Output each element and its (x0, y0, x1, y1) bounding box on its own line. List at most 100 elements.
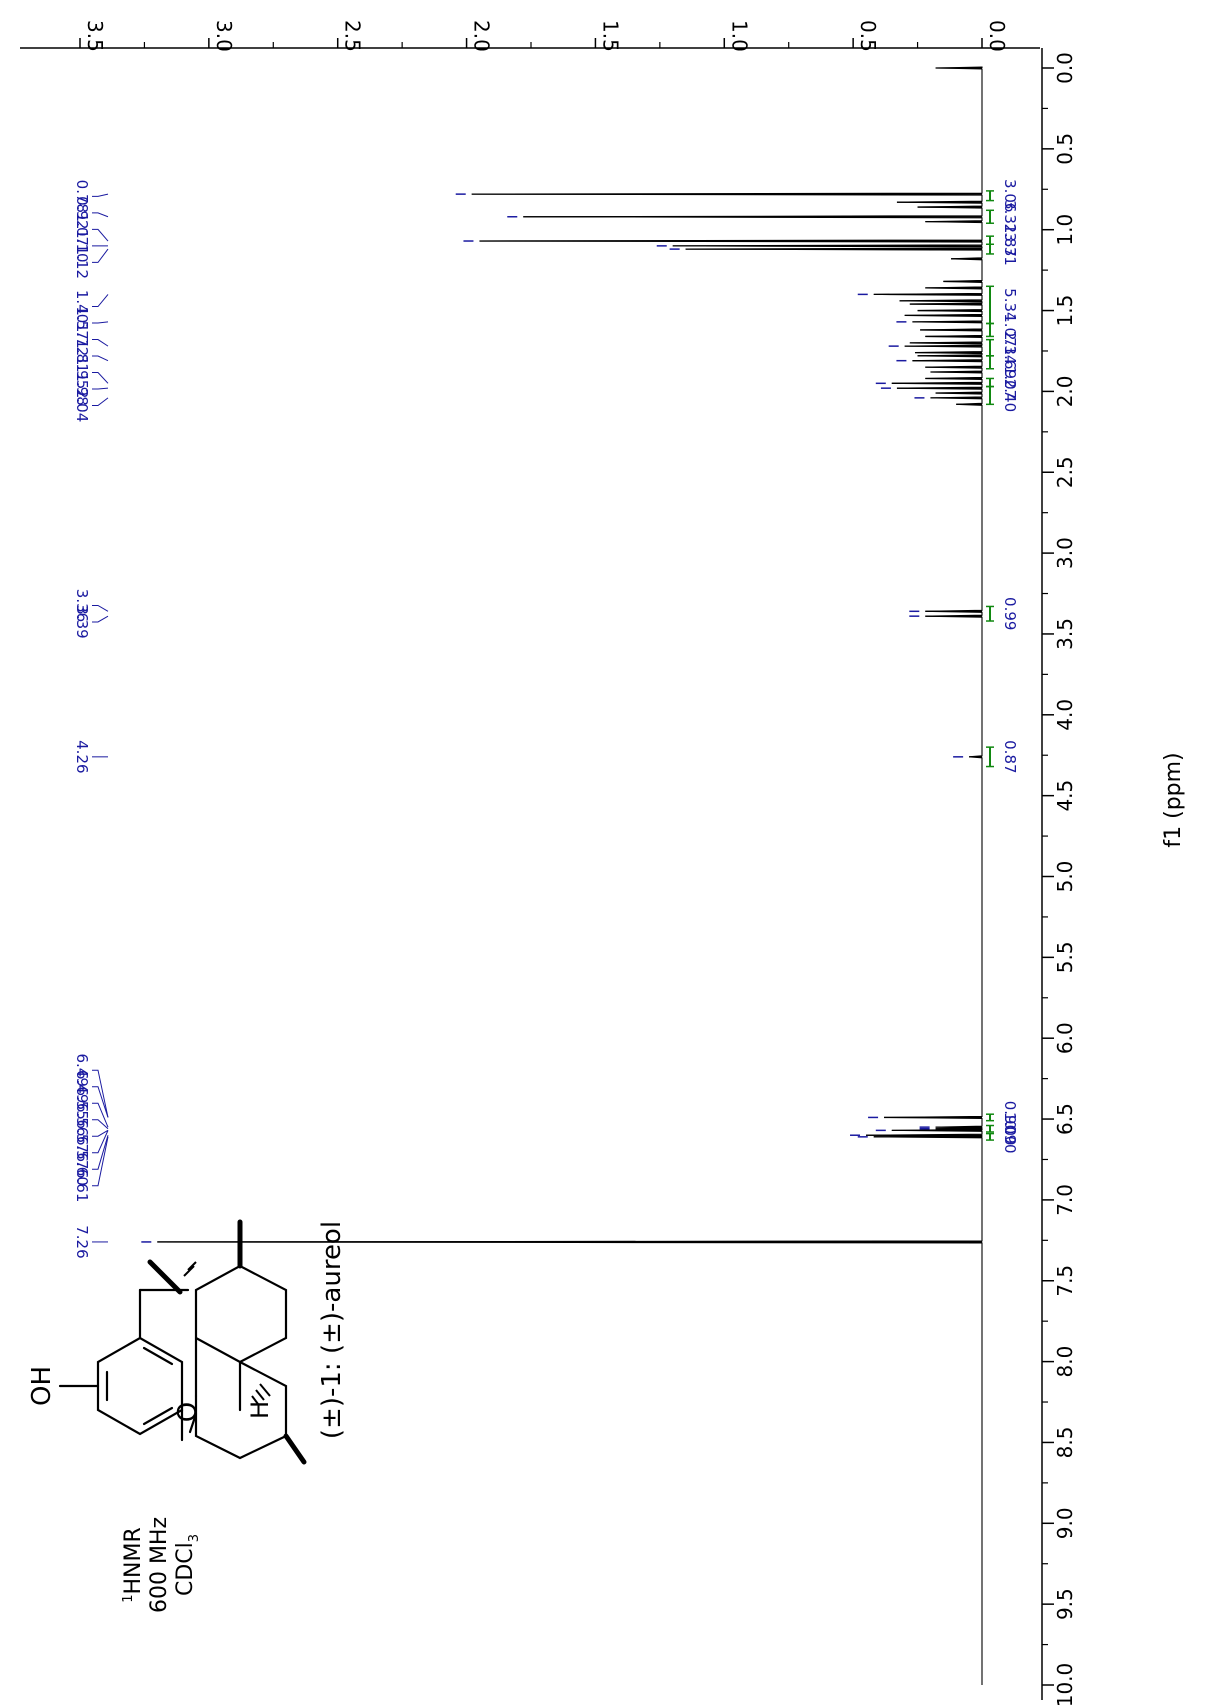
peak-label-leader (92, 604, 109, 612)
peak-labels: 0.780.921.071.101.12 1.401.571.721.811.95… (73, 180, 109, 1259)
peak-label-leader (92, 1069, 109, 1118)
peak-label: 7.26 (73, 1225, 91, 1258)
peak-label-leader (92, 1130, 109, 1154)
intensity-tick-label: 1.5 (598, 20, 622, 52)
peak-label-leader (92, 355, 109, 362)
oxygen-label: O (173, 1402, 203, 1422)
peak-label: 6.49 (73, 1070, 91, 1103)
ppm-tick-label: 0.5 (1053, 133, 1077, 165)
peak-label-leader (92, 387, 109, 390)
peak-label: 3.39 (73, 605, 91, 638)
ppm-tick-label: 2.0 (1053, 375, 1077, 407)
peak-label-leader (92, 1129, 109, 1137)
peak-label: 6.56 (73, 1103, 91, 1136)
ppm-tick-label: 3.0 (1053, 537, 1077, 569)
peak-label-leader (92, 321, 109, 324)
peak-label: 4.26 (73, 740, 91, 773)
solvent-label: CDCl3 (173, 1534, 202, 1596)
peak-label: 6.61 (73, 1169, 91, 1202)
peak-label-leader (92, 372, 109, 384)
peak-label-leader (92, 397, 109, 407)
peak-label-leader (92, 339, 109, 347)
peak-label-leader (92, 294, 109, 308)
peak-top-markers (141, 193, 964, 1243)
peak-label-leader (92, 228, 109, 242)
peak-label: 1.72 (73, 323, 91, 356)
ppm-tick-label: 8.0 (1053, 1346, 1077, 1378)
peak-label: 1.07 (73, 213, 91, 246)
integral-label: 0.90 (1001, 1120, 1019, 1153)
peak-label: 1.98 (73, 372, 91, 405)
ppm-tick-label: 2.5 (1053, 456, 1077, 488)
integral-group: 3.063.312.873.315.341.072.341.691.072.40… (986, 179, 1019, 1154)
peak-label: 1.40 (73, 290, 91, 323)
intensity-tick-label: 3.0 (212, 20, 236, 52)
peak-label: 1.81 (73, 339, 91, 372)
intensity-tick-label: 0.5 (856, 20, 880, 52)
peak-label: 1.10 (73, 229, 91, 262)
peak-label: 3.36 (73, 589, 91, 622)
peak-label-leader (92, 193, 109, 197)
ppm-tick-label: 1.5 (1053, 295, 1077, 327)
stereo-hash-bonds (183, 1261, 271, 1405)
peak-label: 0.92 (73, 196, 91, 229)
integral-label: 1.07 (1001, 366, 1019, 399)
ppm-axis: 0.0 0.5 1.0 1.5 2.0 2.5 3.0 3.5 4.0 4.5 5.0 5.5 6.0 6… (1041, 48, 1077, 1706)
integral-label: 1.00 (1001, 1112, 1019, 1145)
integral-label: 2.40 (1001, 379, 1019, 412)
peak-label: 6.57 (73, 1119, 91, 1152)
peak-label-leader (92, 248, 109, 263)
ppm-tick-label: 4.0 (1053, 699, 1077, 731)
ppm-tick-label: 5.5 (1053, 941, 1077, 973)
integral-label: 3.31 (1001, 200, 1019, 233)
hydroxyl-label: OH (27, 1366, 57, 1406)
ppm-tick-label: 0.0 (1053, 52, 1077, 84)
ppm-tick-label: 8.5 (1053, 1427, 1077, 1459)
peak-label: 6.49 (73, 1053, 91, 1086)
intensity-tick-label: 2.0 (470, 20, 494, 52)
spectrum-path (157, 66, 983, 1685)
ppm-tick-label: 10.0 (1053, 1663, 1077, 1706)
chemical-structure: OH O H (±)-1: (±)-aureol (27, 1219, 347, 1465)
integral-label: 1.69 (1001, 346, 1019, 379)
spectrum-trace (157, 66, 983, 1685)
nucleus-label: 1HNMR (121, 1527, 146, 1603)
intensity-tick-label: 1.0 (727, 20, 751, 52)
instrument-info: 1HNMR 600 MHz CDCl3 (121, 1517, 202, 1613)
ppm-tick-label: 4.5 (1053, 780, 1077, 812)
integral-label: 2.34 (1001, 331, 1019, 364)
ppm-tick-label: 5.0 (1053, 861, 1077, 893)
peak-label-leader (92, 1135, 109, 1170)
compound-name: (±)-1: (±)-aureol (317, 1221, 347, 1439)
peak-label: 2.04 (73, 389, 91, 422)
ppm-tick-label: 3.5 (1053, 618, 1077, 650)
nucleus-superscript: 1 (121, 1595, 136, 1603)
intensity-tick-label: 3.5 (83, 20, 107, 52)
peak-label-leader (92, 212, 109, 218)
hydrogen-label: H (246, 1401, 274, 1419)
integral-label: 0.99 (1001, 597, 1019, 630)
ppm-tick-label: 7.5 (1053, 1265, 1077, 1297)
intensity-tick-label: 0.0 (985, 20, 1009, 52)
integral-label: 3.06 (1001, 179, 1019, 212)
solvent-subscript: 3 (187, 1534, 202, 1542)
peak-label-leader (92, 615, 109, 623)
peak-label: 0.78 (73, 180, 91, 213)
peak-label-leader (92, 1119, 109, 1130)
peak-label-leader (92, 1102, 109, 1128)
intensity-tick-label: 2.5 (341, 20, 365, 52)
nucleus-text: HNMR (121, 1527, 146, 1594)
intensity-axis: 0.0 0.5 1.0 1.5 2.0 2.5 3.0 3.5 (20, 20, 1040, 52)
ppm-tick-label: 6.5 (1053, 1103, 1077, 1135)
peak-label-leader (92, 1136, 109, 1187)
peak-label: 1.12 (73, 246, 91, 279)
peak-label: 1.95 (73, 356, 91, 389)
ppm-tick-label: 6.0 (1053, 1022, 1077, 1054)
frequency-label: 600 MHz (147, 1517, 172, 1613)
integral-label: 1.07 (1001, 313, 1019, 346)
peak-label: 6.55 (73, 1086, 91, 1119)
integral-label: 2.87 (1001, 224, 1019, 257)
ppm-tick-label: 9.5 (1053, 1588, 1077, 1620)
integral-label: 5.34 (1001, 288, 1019, 321)
